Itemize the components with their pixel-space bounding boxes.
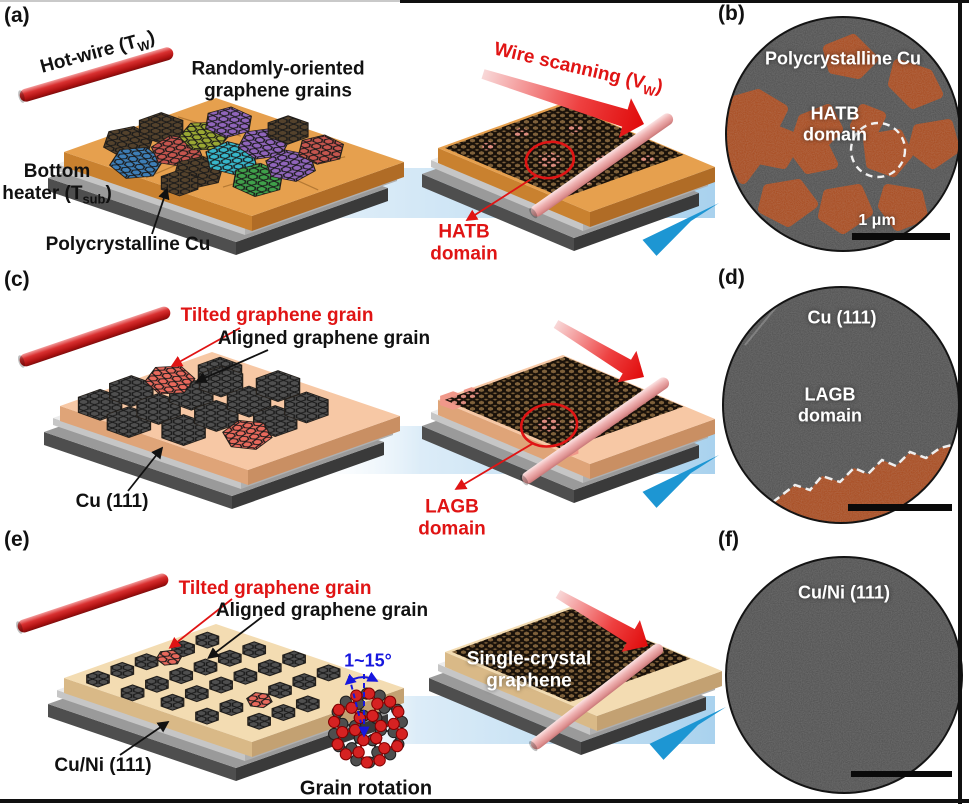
slab-c-after: [422, 355, 719, 508]
lagb-domain-label-c: LAGB domain: [418, 496, 486, 539]
cuni111-label-e: Cu/Ni (111): [54, 755, 152, 777]
single-crystal-label: Single-crystal graphene: [466, 648, 592, 691]
polycrystalline-cu-label: Polycrystalline Cu: [45, 234, 211, 256]
slab-e-after: [429, 607, 726, 760]
micrograph-d: [722, 286, 960, 524]
scanning-wire: [529, 113, 674, 219]
hatb-dashed-circle: [849, 121, 907, 179]
panel-a-label: (a): [4, 4, 30, 27]
panel-e-label: (e): [4, 528, 30, 551]
scanning-wire: [520, 377, 670, 486]
grain-rotation-label: Grain rotation: [299, 777, 433, 800]
hot-wire: [16, 573, 169, 634]
cuni111-arrow: [119, 721, 170, 756]
frame-right: [958, 0, 962, 804]
aligned-grain-label-e: Aligned graphene grain: [215, 600, 429, 622]
frame-bottom: [0, 799, 969, 803]
tilted-grain-arrow: [170, 327, 241, 367]
tilted-grain-label-e: Tilted graphene grain: [178, 578, 372, 600]
panel-d-label: (d): [718, 266, 745, 289]
frame-top-left: [0, 0, 400, 2]
rotation-angle-label: 1~15°: [344, 650, 392, 671]
panel-c-label: (c): [4, 268, 30, 291]
scanning-wire: [528, 643, 664, 752]
aligned-grain-arrow: [194, 349, 269, 383]
bottom-heater-label: Bottom heater (Tsub): [2, 160, 112, 207]
hatb-domain-label-b: HATB domain: [802, 103, 868, 144]
cu111-arrow: [127, 446, 164, 492]
tilted-axis-line: [348, 675, 362, 724]
aligned-grain-arrow: [207, 616, 263, 660]
hot-wire: [18, 47, 174, 103]
micrograph-b: [725, 16, 961, 252]
frame-top: [400, 0, 969, 3]
micrograph-f: [725, 556, 963, 794]
hot-wire: [17, 306, 171, 368]
scale-bar-label-b: 1 μm: [858, 211, 896, 229]
panel-b-label: (b): [718, 2, 745, 25]
scale-bar-d: [848, 504, 952, 511]
wire-scanning-arrow: [553, 320, 644, 383]
polycrystalline-cu-arrow: [151, 187, 170, 235]
scale-bar-b: [852, 233, 950, 240]
aligned-grain-label-c: Aligned graphene grain: [217, 328, 431, 350]
slab-a-after: [422, 103, 719, 256]
tilted-grain-label-c: Tilted graphene grain: [180, 305, 374, 327]
random-grains-label: Randomly-oriented graphene grains: [191, 58, 365, 101]
scale-bar-f: [851, 771, 952, 777]
wire-scanning-arrow: [555, 590, 648, 652]
wire-scanning-arrow: [481, 69, 644, 138]
cu111-label-c: Cu (111): [75, 491, 149, 513]
lagb-highlight-circle: [519, 402, 579, 448]
micrograph-d-title: Cu (111): [807, 307, 877, 328]
lagb-domain-label-d: LAGB domain: [797, 384, 863, 425]
tilted-grain-arrow: [168, 598, 233, 649]
panel-f-label: (f): [718, 528, 739, 551]
slab-e-before: [48, 624, 404, 781]
hatb-highlight-circle: [524, 140, 576, 180]
micrograph-b-title: Polycrystalline Cu: [764, 48, 922, 69]
slab-c-before: [44, 352, 400, 509]
slab-a-before: [48, 98, 404, 255]
hatb-domain-arrow: [465, 175, 537, 221]
rotation-arc-arrow: [344, 671, 379, 686]
graphene-flake-red: [328, 687, 408, 769]
lagb-domain-arrow: [454, 442, 534, 490]
micrograph-f-title: Cu/Ni (111): [797, 582, 891, 603]
hatb-domain-label-a: HATB domain: [430, 221, 498, 264]
